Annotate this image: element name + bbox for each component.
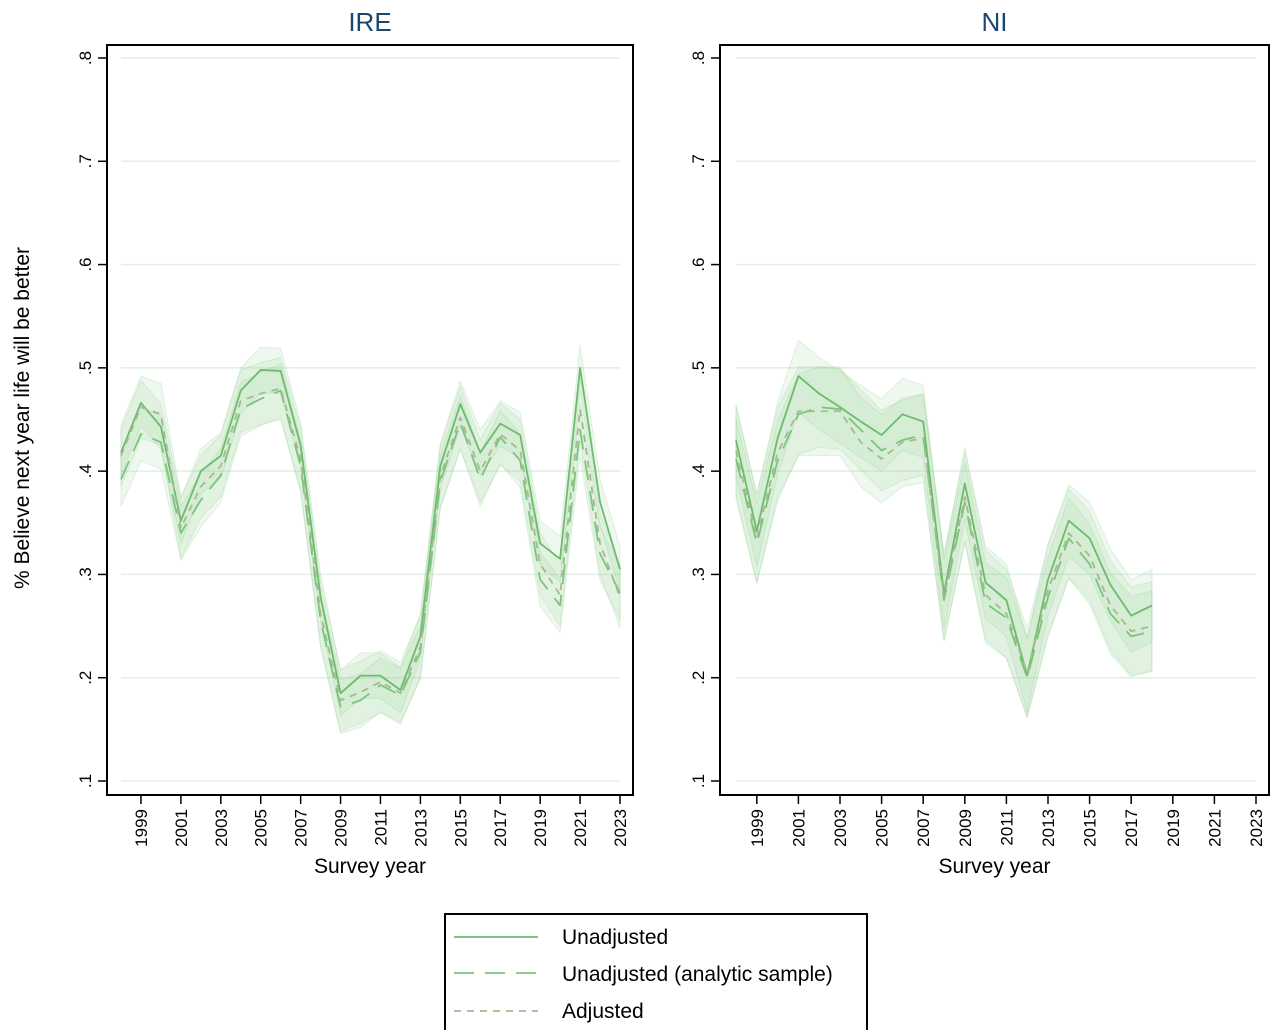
legend-box (444, 913, 868, 1030)
ci-band-ire-1 (120, 363, 621, 735)
x-tick-label-ni: 2017 (1122, 809, 1141, 847)
legend-label-unadjusted: Unadjusted (562, 926, 668, 949)
series-line-ire-adjusted (120, 387, 621, 702)
x-tick-label-ire: 2013 (411, 809, 430, 847)
x-tick-label-ni: 2009 (956, 809, 975, 847)
series-line-ni-unadjusted-analytic-sample (735, 406, 1153, 679)
y-tick-label-ire: .7 (76, 154, 95, 168)
x-tick-label-ire: 2019 (531, 809, 550, 847)
panel-ni: NI .1 .2 .3 .4 .5 .6 .7 .8 1999 2001 2003 2005 2007 20… (689, 7, 1270, 878)
y-tick-label-ni: .6 (689, 257, 708, 271)
y-tick-label-ni: .7 (689, 154, 708, 168)
x-tick-label-ire: 2001 (172, 809, 191, 847)
x-tick-label-ni: 2023 (1247, 809, 1266, 847)
y-tick-label-ire: .8 (76, 51, 95, 65)
x-tick-label-ire: 2011 (371, 809, 390, 846)
panel-title-ire: IRE (348, 7, 391, 37)
y-tick-label-ni: .5 (689, 361, 708, 375)
y-tick-label-ire: .1 (76, 774, 95, 788)
y-axis-label: % Believe next year life will be better (11, 247, 34, 589)
x-tick-label-ni: 2007 (914, 809, 933, 847)
x-tick-label-ni: 2001 (789, 809, 808, 847)
x-tick-label-ire: 2021 (571, 809, 590, 847)
ci-band-ni-1 (735, 366, 1153, 720)
panel-ire: IRE .1 .2 .3 .4 .5 .6 .7 .8 1999 2001 2003 2005 2007 2… (76, 7, 634, 878)
x-tick-label-ire: 2015 (451, 809, 470, 847)
legend-label-analytic: Unadjusted (analytic sample) (562, 963, 833, 986)
y-tick-label-ire: .5 (76, 361, 95, 375)
ci-band-ni-2 (735, 366, 1153, 719)
series-line-ni-adjusted (735, 410, 1153, 674)
y-tick-label-ire: .2 (76, 671, 95, 685)
x-tick-label-ire: 2017 (491, 809, 510, 847)
x-tick-label-ni: 2015 (1081, 809, 1100, 847)
series-line-ire-unadjusted (120, 366, 621, 695)
x-tick-label-ire: 2009 (332, 809, 351, 847)
x-tick-label-ire: 2003 (212, 809, 231, 847)
x-tick-label-ni: 2005 (873, 809, 892, 847)
y-tick-label-ni: .8 (689, 51, 708, 65)
x-tick-label-ire: 1999 (132, 809, 151, 847)
x-tick-label-ni: 2013 (1039, 809, 1058, 847)
x-axis-label-ire: Survey year (314, 855, 426, 878)
x-tick-label-ni: 2011 (997, 809, 1016, 846)
y-tick-label-ni: .4 (689, 464, 708, 478)
legend-label-adjusted: Adjusted (562, 1000, 644, 1023)
y-tick-label-ni: .2 (689, 671, 708, 685)
x-tick-label-ni: 1999 (748, 809, 767, 847)
x-axis-label-ni: Survey year (938, 855, 1050, 878)
x-tick-label-ire: 2007 (292, 809, 311, 847)
x-tick-label-ire: 2023 (611, 809, 630, 847)
ci-band-ire-2 (120, 356, 621, 733)
y-tick-label-ni: .3 (689, 567, 708, 581)
plot-frame-ire (106, 44, 634, 796)
x-tick-label-ni: 2021 (1205, 809, 1224, 847)
plot-frame-ni (719, 44, 1270, 796)
legend: Unadjusted Unadjusted (analytic sample) … (444, 913, 868, 1030)
panel-title-ni: NI (982, 7, 1008, 37)
y-tick-label-ire: .6 (76, 257, 95, 271)
ci-band-ni-0 (735, 339, 1153, 712)
y-tick-label-ni: .1 (689, 774, 708, 788)
x-tick-label-ire: 2005 (252, 809, 271, 847)
y-tick-label-ire: .4 (76, 464, 95, 478)
series-line-ire-unadjusted-analytic-sample (120, 389, 621, 708)
x-tick-label-ni: 2003 (831, 809, 850, 847)
y-tick-label-ire: .3 (76, 567, 95, 581)
x-tick-label-ni: 2019 (1164, 809, 1183, 847)
